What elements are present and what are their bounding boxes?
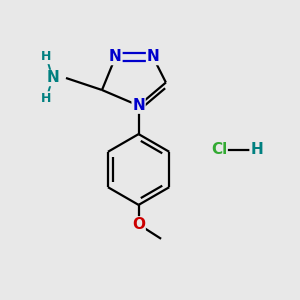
- Text: N: N: [46, 70, 59, 86]
- Text: H: H: [41, 50, 52, 64]
- Text: H: H: [250, 142, 263, 158]
- Text: N: N: [147, 50, 159, 64]
- Text: O: O: [132, 217, 145, 232]
- Text: N: N: [109, 50, 122, 64]
- Text: N: N: [132, 98, 145, 113]
- Text: Cl: Cl: [211, 142, 227, 158]
- Text: H: H: [41, 92, 52, 105]
